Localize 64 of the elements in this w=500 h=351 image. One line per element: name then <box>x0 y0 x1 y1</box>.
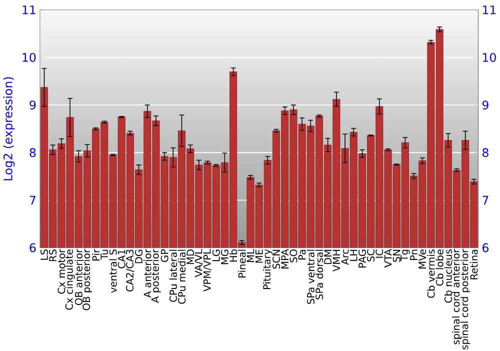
x-tick-label: Pa <box>298 250 306 260</box>
y-tick-label: 10 <box>22 53 36 62</box>
x-tick-label: Cx motor <box>58 248 66 294</box>
x-tick-label: Pituitary <box>262 249 272 290</box>
x-tick-label: Hb <box>229 250 238 262</box>
x-tick-label: CA2/CA3 <box>126 250 134 292</box>
y-tick-label: 8 <box>30 148 36 158</box>
x-tick-label: GP <box>160 249 168 262</box>
y2-tick-label: 6 <box>482 243 488 252</box>
x-tick-label: RS <box>49 250 57 262</box>
y-axis-title: Log2 (expression) <box>3 77 15 180</box>
x-tick-label: SCN <box>272 250 280 269</box>
x-tick-label: SPa dorsal <box>315 250 324 300</box>
x-tick-label: PAG <box>358 250 366 268</box>
y-tick-label: 9 <box>30 100 36 110</box>
x-tick-label: CPu medial <box>178 250 186 304</box>
x-tick-label: MPA <box>281 249 288 269</box>
x-tick-label: Tu <box>100 250 108 260</box>
x-tick-label: ML <box>246 249 254 262</box>
x-tick-label: LH <box>350 250 358 261</box>
x-tick-label: SO <box>290 250 298 262</box>
x-tick-label: SPa ventral <box>306 250 314 304</box>
x-tick-label: Cb vermis <box>427 249 435 298</box>
y-tick-label: 11 <box>22 6 36 14</box>
x-tick-label: OB anterior <box>74 248 82 306</box>
x-tick-label: Pn <box>410 250 418 260</box>
x-tick-label: A anterior <box>144 248 152 298</box>
y2-tick-label: 7 <box>482 196 488 205</box>
y2-tick-label: 10 <box>483 53 496 62</box>
y-tick-label: 6 <box>30 243 36 252</box>
x-tick-label: DM <box>324 250 332 264</box>
x-tick-label: ventral S <box>109 250 117 293</box>
x-tick-label: spinal cord posterior <box>460 248 470 350</box>
x-tick-label: OB posterior <box>82 248 92 310</box>
y2-tick-label: 11 <box>483 6 496 14</box>
x-tick-label: Cb lobe <box>436 249 444 286</box>
x-tick-label: A posterior <box>151 248 161 303</box>
x-tick-label: Pir <box>92 248 100 260</box>
x-tick-label: spinal cord anterior <box>452 248 462 344</box>
x-tick-label: VTA <box>384 249 392 268</box>
x-tick-label: VA/VL <box>194 249 203 278</box>
x-tick-label: Retina <box>470 250 478 280</box>
x-tick-label: Cx cingulate <box>65 249 75 310</box>
x-tick-label: LG <box>212 250 220 262</box>
x-tick-label: MVe <box>418 249 426 269</box>
x-tick-label: CA1 <box>118 250 126 268</box>
x-tick-label: VMH <box>332 250 340 272</box>
x-tick-label: MG <box>220 250 228 264</box>
y2-tick-label: 8 <box>482 148 488 158</box>
x-tick-label: VPM/VPL <box>203 249 212 292</box>
x-tick-label: Tg <box>400 250 410 262</box>
x-tick-label: Cb nucleus <box>444 249 452 303</box>
y2-tick-label: 9 <box>482 100 488 110</box>
x-tick-label: IC <box>376 250 384 258</box>
x-tick-label: LS <box>40 250 48 260</box>
y-tick-label: 7 <box>30 196 36 205</box>
x-tick-label: ME <box>256 250 263 263</box>
x-tick-label: Pineal <box>238 250 246 278</box>
x-tick-label: SN <box>392 250 400 262</box>
x-tick-label: DG <box>135 250 142 264</box>
x-tick-label: Arc <box>341 250 349 265</box>
x-tick-label: CPu lateral <box>169 250 177 302</box>
x-tick-label: MD <box>186 250 194 264</box>
x-tick-label: SC <box>367 250 375 262</box>
